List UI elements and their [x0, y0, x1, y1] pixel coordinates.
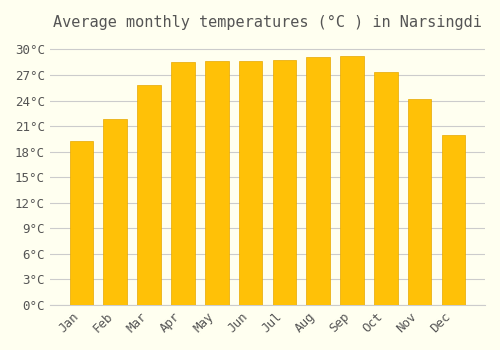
Bar	[205, 61, 229, 305]
Bar	[272, 60, 296, 305]
Bar	[442, 135, 465, 305]
Bar	[171, 62, 194, 305]
Bar	[238, 61, 262, 305]
Bar	[138, 85, 161, 305]
Bar	[306, 57, 330, 305]
Bar	[374, 72, 398, 305]
Bar	[70, 141, 94, 305]
Title: Average monthly temperatures (°C ) in Narsingdi: Average monthly temperatures (°C ) in Na…	[53, 15, 482, 30]
Bar	[104, 119, 127, 305]
Bar	[408, 99, 432, 305]
Bar	[340, 56, 364, 305]
